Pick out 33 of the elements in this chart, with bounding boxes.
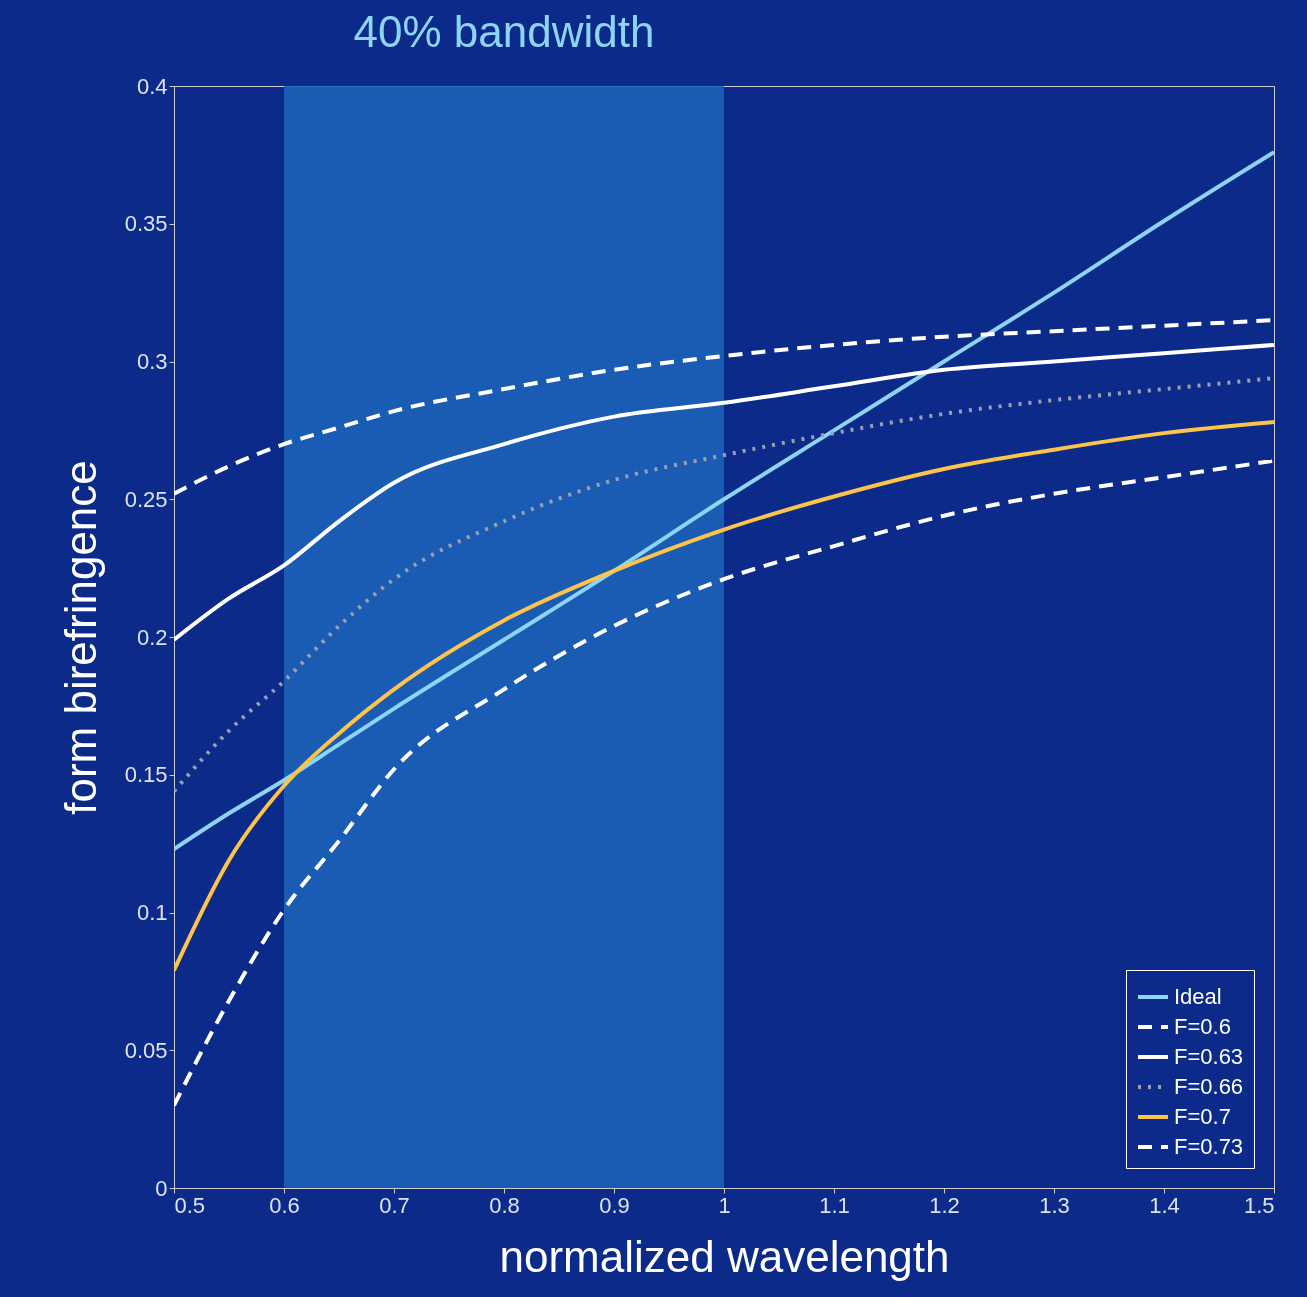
x-tick-label: 1.1 [819,1192,850,1218]
band-label: 40% bandwidth [353,7,655,56]
y-axis-title: form birefringence [55,460,105,815]
x-tick-label: 0.9 [599,1192,630,1218]
legend-label: F=0.63 [1174,1044,1244,1069]
legend-label: F=0.66 [1174,1074,1244,1099]
y-tick-label: 0.2 [136,624,168,650]
x-tick-label: 0.5 [174,1192,206,1218]
line-series [174,458,1274,1108]
x-tick-label: 1.4 [1149,1192,1180,1218]
y-tick-label: 0.35 [124,211,168,237]
legend-label: Ideal [1174,984,1222,1009]
x-axis-title: normalized wavelength [499,1231,950,1281]
line-series [174,150,1274,852]
x-tick-label: 1.2 [929,1192,960,1218]
x-tick-label: 1.5 [1243,1192,1275,1218]
y-tick-label: 0.1 [136,900,168,925]
y-tick-label: 0.05 [124,1037,168,1063]
y-tick-label: 0.3 [136,349,168,374]
legend-label: F=0.6 [1174,1014,1231,1039]
x-tick-label: 0.6 [269,1192,300,1218]
y-tick-label: 0.15 [124,762,168,788]
line-series [174,420,1274,973]
y-tick-label: 0 [155,1175,168,1201]
legend-label: F=0.73 [1174,1134,1244,1159]
legend-label: F=0.7 [1174,1104,1231,1129]
y-tick-label: 0.25 [124,486,168,512]
x-tick-label: 1 [718,1192,731,1218]
x-tick-label: 1.3 [1039,1192,1070,1218]
line-series [174,342,1274,642]
x-tick-label: 0.7 [379,1192,410,1218]
x-tick-label: 0.8 [489,1192,520,1218]
y-tick-label: 0.4 [136,73,168,99]
